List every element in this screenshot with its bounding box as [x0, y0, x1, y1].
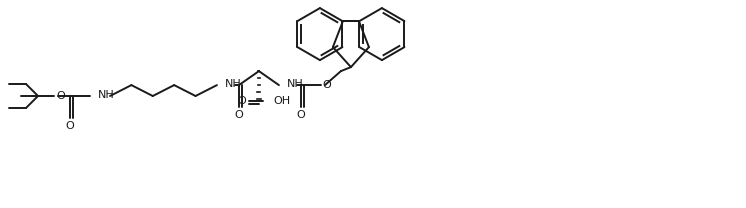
Text: O: O: [66, 121, 75, 131]
Text: O: O: [322, 80, 331, 90]
Text: OH: OH: [273, 96, 290, 106]
Text: O: O: [237, 96, 246, 106]
Text: O: O: [234, 110, 243, 120]
Text: O: O: [57, 91, 66, 101]
Text: NH: NH: [225, 79, 242, 89]
Text: NH: NH: [287, 79, 304, 89]
Text: O: O: [297, 110, 305, 120]
Text: NH: NH: [98, 90, 115, 100]
